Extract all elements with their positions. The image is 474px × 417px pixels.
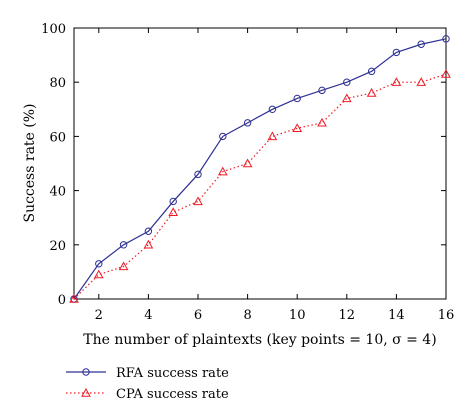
x-tick-label: 14	[388, 308, 405, 323]
series-line-rfa	[73, 38, 447, 300]
legend: RFA success rate CPA success rate	[66, 366, 229, 402]
data-point-cpa	[143, 239, 154, 249]
legend-marker-cpa	[81, 387, 91, 397]
plot-frame	[73, 27, 447, 300]
data-point-cpa	[118, 261, 129, 271]
x-tick-label: 16	[438, 308, 455, 323]
x-tick-label: 10	[289, 308, 306, 323]
data-point-cpa	[416, 77, 427, 86]
data-point-cpa	[168, 207, 179, 216]
data-point-cpa	[391, 77, 402, 86]
data-point-rfa	[194, 170, 202, 179]
data-point-cpa	[292, 123, 303, 132]
data-point-cpa	[242, 158, 253, 168]
y-tick-label: 40	[49, 185, 66, 200]
data-point-cpa	[267, 131, 278, 141]
data-point-rfa	[442, 35, 450, 43]
data-point-cpa	[193, 196, 203, 206]
data-point-rfa	[243, 119, 252, 127]
series-line-cpa	[73, 73, 447, 300]
y-tick-label: 20	[49, 239, 66, 254]
data-point-cpa	[441, 69, 451, 78]
data-point-rfa	[119, 241, 128, 249]
y-tick-label: 80	[49, 76, 66, 91]
x-tick-label: 12	[339, 308, 356, 323]
y-axis-title: Success rate (%)	[22, 103, 38, 222]
data-point-rfa	[367, 67, 376, 76]
x-tick-label: 4	[144, 308, 152, 323]
data-point-rfa	[169, 197, 177, 206]
y-tick-label: 0	[58, 293, 66, 308]
legend-label-rfa: RFA success rate	[116, 366, 229, 381]
data-point-rfa	[144, 227, 153, 235]
data-point-rfa	[392, 48, 401, 57]
data-point-rfa	[293, 94, 301, 103]
data-point-rfa	[268, 105, 277, 114]
data-point-cpa	[217, 166, 228, 176]
x-axis-title: The number of plaintexts (key points = 1…	[83, 332, 436, 348]
data-point-rfa	[343, 78, 351, 86]
data-point-rfa	[417, 40, 425, 48]
legend-marker-rfa	[82, 368, 90, 376]
data-point-rfa	[219, 132, 227, 141]
data-point-cpa	[69, 293, 79, 303]
x-tick-label: 6	[194, 308, 202, 323]
data-point-cpa	[317, 117, 327, 127]
x-tick-label: 2	[95, 308, 103, 323]
data-point-cpa	[341, 93, 352, 103]
data-point-cpa	[366, 88, 377, 97]
legend-label-cpa: CPA success rate	[116, 387, 229, 402]
data-point-rfa	[95, 260, 103, 268]
data-point-rfa	[318, 86, 326, 95]
data-point-cpa	[93, 269, 104, 279]
y-tick-label: 60	[49, 130, 66, 145]
x-tick-label: 8	[243, 308, 251, 323]
y-tick-label: 100	[41, 22, 66, 37]
